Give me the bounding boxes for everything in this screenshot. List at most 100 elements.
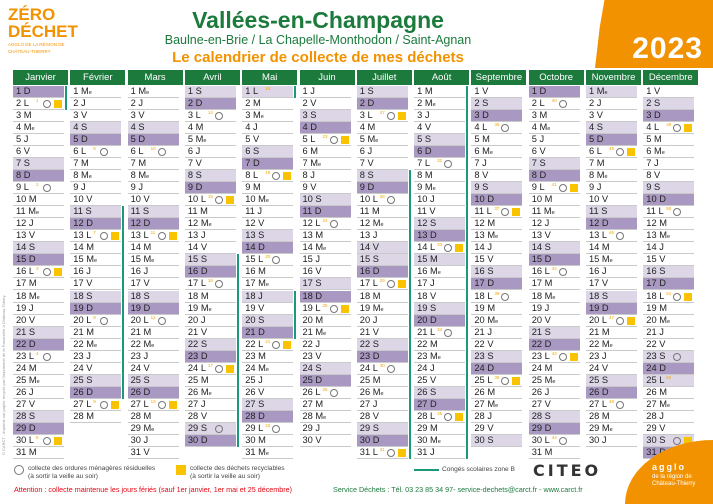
day-label: 16 M bbox=[245, 266, 266, 277]
day-label: 12 D bbox=[130, 218, 151, 229]
day-label: 21 V bbox=[359, 326, 379, 337]
day-cell: 16 J bbox=[70, 266, 122, 279]
page-title: Vallées-en-Champagne bbox=[192, 7, 444, 33]
day-cell: 27 S bbox=[242, 398, 294, 411]
ordures-circle-icon bbox=[157, 400, 166, 409]
day-label: 10 L bbox=[187, 194, 206, 205]
day-cell: 15 S bbox=[356, 254, 408, 267]
day-cell: 8 Me bbox=[127, 170, 179, 183]
day-cell: 24 D bbox=[471, 362, 523, 375]
day-label: 29 Me bbox=[589, 422, 613, 433]
day-cell: 27 Me bbox=[643, 398, 695, 411]
day-cell: 29 J bbox=[299, 423, 351, 435]
day-label: 15 Me bbox=[73, 254, 98, 265]
day-label: 8 L bbox=[245, 170, 259, 181]
day-label: 26 S bbox=[417, 386, 437, 397]
day-label: 26 M bbox=[474, 386, 496, 397]
week-number: 38 bbox=[494, 290, 500, 296]
day-label: 16 L bbox=[16, 266, 35, 277]
day-label: 11 L bbox=[474, 206, 492, 217]
recyclables-square-icon bbox=[168, 232, 177, 241]
day-label: 3 V bbox=[73, 110, 88, 121]
day-label: 30 Me bbox=[417, 434, 441, 445]
day-cell: 25 Me bbox=[13, 375, 64, 387]
day-label: 10 V bbox=[589, 194, 609, 205]
day-label: 12 Me bbox=[359, 218, 384, 229]
day-cell: 29 S bbox=[184, 422, 236, 435]
week-number: 37 bbox=[494, 206, 500, 212]
day-label: 21 V bbox=[187, 326, 208, 337]
week-number: 44 bbox=[551, 434, 557, 440]
day-label: 14 V bbox=[187, 242, 208, 253]
day-label: 1 V bbox=[474, 86, 489, 96]
day-cell: 17 V bbox=[70, 278, 122, 291]
day-label: 13 L bbox=[73, 230, 92, 241]
day-cell: 11 D bbox=[299, 206, 351, 219]
day-cell: 20 D bbox=[414, 314, 466, 327]
recyclables-square-icon bbox=[283, 340, 292, 349]
attention-note: Attention : collecte maintenue les jours… bbox=[14, 485, 293, 494]
day-cell: 31 M bbox=[528, 447, 580, 459]
day-label: 9 Me bbox=[417, 182, 436, 193]
day-label: 5 Me bbox=[359, 134, 379, 145]
day-label: 17 M bbox=[531, 278, 553, 289]
school-holiday-bar bbox=[408, 170, 411, 459]
day-label: 20 V bbox=[16, 314, 36, 325]
day-label: 26 Me bbox=[187, 386, 212, 397]
day-cell: 16 S bbox=[471, 266, 523, 279]
day-cell: 3 S bbox=[299, 110, 351, 123]
day-cell: 2 S bbox=[471, 98, 523, 111]
day-cell: 14 S bbox=[13, 242, 64, 255]
day-label: 9 V bbox=[302, 182, 317, 193]
week-number: 46 bbox=[609, 230, 615, 236]
day-cell: 21 D bbox=[242, 326, 294, 339]
day-cell: 12 J bbox=[528, 218, 580, 231]
day-label: 14 Me bbox=[302, 242, 327, 253]
day-label: 7 V bbox=[359, 158, 374, 169]
day-cell: 12 D bbox=[70, 218, 122, 231]
day-label: 11 M bbox=[187, 206, 208, 217]
day-label: 19 M bbox=[474, 302, 496, 313]
week-number: 19 bbox=[265, 170, 271, 176]
month-header: Août bbox=[414, 70, 470, 85]
day-cell: 15 S bbox=[184, 254, 236, 267]
week-number: 13 bbox=[150, 398, 156, 404]
day-label: 5 M bbox=[646, 134, 662, 145]
day-label: 23 L bbox=[531, 350, 550, 361]
day-label: 23 J bbox=[130, 350, 149, 361]
day-label: 4 M bbox=[187, 122, 204, 133]
day-cell: 3 D bbox=[643, 110, 695, 123]
day-label: 6 V bbox=[531, 146, 546, 157]
day-cell: 1 Me bbox=[127, 86, 179, 98]
day-label: 14 L bbox=[417, 242, 436, 253]
ordures-circle-icon bbox=[214, 424, 223, 433]
recyclables-square-icon bbox=[54, 100, 62, 109]
day-label: 21 J bbox=[646, 326, 664, 337]
day-label: 14 M bbox=[73, 242, 94, 253]
day-label: 28 J bbox=[646, 410, 664, 421]
ordures-circle-icon bbox=[501, 208, 510, 217]
day-label: 22 V bbox=[474, 338, 494, 349]
day-cell: 19 J bbox=[528, 302, 580, 315]
day-label: 11 D bbox=[302, 206, 322, 217]
day-label: 8 Me bbox=[589, 170, 608, 181]
day-label: 20 L bbox=[130, 314, 149, 325]
day-label: 19 J bbox=[531, 302, 550, 313]
day-label: 30 J bbox=[130, 434, 149, 445]
day-label: 29 S bbox=[187, 422, 208, 433]
day-cell: 12 D bbox=[127, 218, 179, 231]
day-cell: 26 M bbox=[643, 387, 695, 399]
day-label: 27 Me bbox=[646, 398, 671, 409]
day-cell: 3 V bbox=[70, 110, 122, 123]
day-label: 10 L bbox=[359, 194, 378, 205]
day-cell: 17 S bbox=[299, 278, 351, 291]
day-label: 1 J bbox=[302, 86, 315, 96]
day-cell: 11 Me bbox=[528, 206, 580, 219]
day-label: 30 L bbox=[531, 434, 550, 445]
day-cell: 12 S bbox=[414, 218, 466, 231]
day-label: 11 S bbox=[130, 206, 150, 217]
day-cell: 3 V bbox=[127, 110, 179, 123]
day-label: 27 D bbox=[417, 398, 437, 409]
day-label: 9 S bbox=[474, 182, 489, 193]
